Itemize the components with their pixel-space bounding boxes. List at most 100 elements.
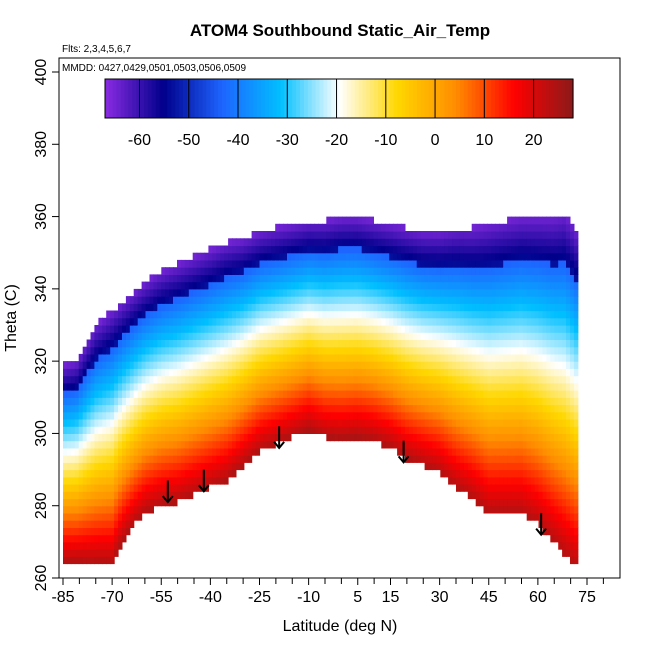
heatmap-cell: [74, 556, 80, 565]
heatmap-cell: [518, 317, 524, 326]
heatmap-cell: [251, 281, 257, 290]
colorbar-segment: [303, 79, 309, 118]
heatmap-cell: [573, 310, 579, 319]
heatmap-cell: [188, 259, 194, 268]
heatmap-cell: [440, 447, 445, 456]
heatmap-cell: [283, 303, 288, 312]
heatmap-cell: [294, 281, 300, 290]
heatmap-cell: [361, 426, 367, 434]
heatmap-cell: [491, 267, 496, 275]
heatmap-cell: [70, 455, 76, 463]
heatmap-cell: [177, 317, 182, 326]
heatmap-cell: [570, 447, 575, 456]
heatmap-cell: [180, 419, 186, 427]
heatmap-cell: [554, 411, 559, 420]
heatmap-cell: [456, 274, 461, 283]
heatmap-cell: [558, 527, 563, 536]
heatmap-cell: [463, 382, 469, 391]
heatmap-cell: [389, 397, 394, 406]
heatmap-cell: [483, 281, 488, 290]
heatmap-cell: [173, 397, 178, 406]
heatmap-cell: [294, 274, 300, 283]
heatmap-cell: [475, 238, 481, 247]
arrow-head: [535, 527, 547, 537]
heatmap-cell: [499, 288, 504, 297]
heatmap-cell: [566, 462, 571, 471]
heatmap-cell: [318, 288, 323, 297]
heatmap-cell: [314, 223, 319, 232]
heatmap-cell: [554, 216, 559, 225]
heatmap-cell: [424, 419, 430, 427]
heatmap-cell: [467, 274, 473, 283]
heatmap-cell: [491, 231, 496, 239]
colorbar-segment: [276, 79, 282, 118]
heatmap-cell: [298, 245, 304, 254]
heatmap-cell: [306, 419, 312, 427]
heatmap-cell: [342, 346, 347, 355]
heatmap-cell: [196, 390, 202, 398]
heatmap-cell: [165, 440, 170, 449]
heatmap-cell: [346, 375, 351, 384]
heatmap-cell: [412, 382, 418, 391]
heatmap-cell: [467, 368, 473, 377]
heatmap-cell: [349, 252, 355, 261]
heatmap-cell: [184, 484, 190, 492]
heatmap-cell: [404, 332, 410, 340]
heatmap-cell: [243, 426, 249, 434]
heatmap-cell: [518, 404, 524, 413]
heatmap-cell: [192, 346, 198, 355]
heatmap-cell: [122, 440, 127, 449]
heatmap-cell: [145, 491, 150, 500]
heatmap-cell: [530, 245, 536, 254]
heatmap-cell: [70, 469, 76, 478]
heatmap-cell: [467, 296, 473, 304]
heatmap-cell: [287, 231, 292, 239]
heatmap-cell: [153, 353, 158, 362]
x-tick-label: 60: [529, 589, 547, 606]
heatmap-cell: [346, 259, 351, 268]
heatmap-cell: [322, 325, 327, 333]
heatmap-cell: [149, 368, 154, 377]
heatmap-cell: [294, 288, 300, 297]
heatmap-cell: [546, 281, 551, 290]
heatmap-cell: [483, 274, 488, 283]
heatmap-cell: [499, 267, 504, 275]
heatmap-cell: [149, 274, 154, 283]
heatmap-cell: [216, 317, 221, 326]
heatmap-cell: [408, 231, 414, 239]
heatmap-cell: [459, 426, 465, 434]
heatmap-cell: [487, 397, 492, 406]
heatmap-cell: [515, 455, 520, 463]
heatmap-cell: [562, 310, 567, 319]
heatmap-cell: [542, 397, 547, 406]
heatmap-cell: [353, 310, 359, 319]
heatmap-cell: [342, 267, 347, 275]
heatmap-cell: [271, 252, 276, 261]
heatmap-cell: [239, 382, 245, 391]
heatmap-cell: [314, 231, 319, 239]
heatmap-cell: [165, 317, 170, 326]
heatmap-cell: [456, 317, 461, 326]
heatmap-cell: [483, 267, 488, 275]
heatmap-cell: [377, 404, 382, 413]
heatmap-cell: [491, 288, 496, 297]
heatmap-cell: [538, 288, 543, 297]
heatmap-cell: [448, 274, 453, 283]
heatmap-cell: [255, 274, 261, 283]
heatmap-cell: [177, 274, 182, 283]
heatmap-cell: [188, 411, 194, 420]
heatmap-cell: [220, 346, 225, 355]
heatmap-cell: [82, 520, 88, 528]
heatmap-cell: [487, 476, 492, 485]
heatmap-cell: [534, 339, 540, 348]
heatmap-cell: [518, 332, 524, 340]
heatmap-cell: [232, 397, 237, 406]
heatmap-cell: [110, 534, 115, 543]
heatmap-cell: [566, 216, 571, 225]
heatmap-cell: [570, 534, 575, 543]
heatmap-cell: [495, 491, 500, 500]
heatmap-cell: [290, 317, 296, 326]
heatmap-cell: [456, 325, 461, 333]
heatmap-cell: [98, 462, 103, 471]
heatmap-cell: [279, 426, 284, 434]
